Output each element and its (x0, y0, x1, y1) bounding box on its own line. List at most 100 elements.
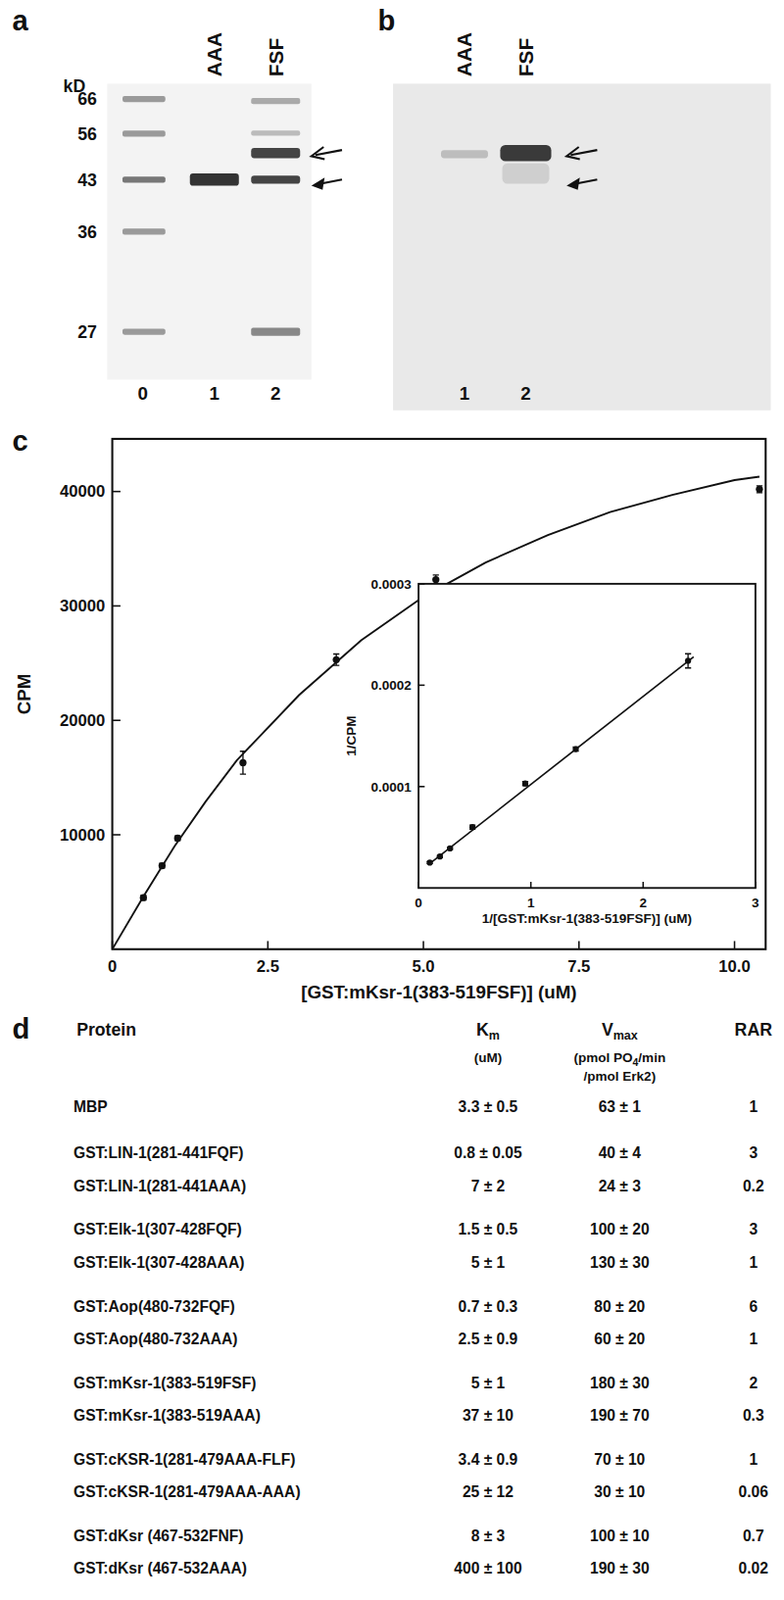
y-tick-label: 0.0002 (370, 678, 411, 693)
fit-line (430, 656, 694, 864)
unit-text: /pmol Erk2) (583, 1069, 656, 1084)
table-cell: 0.7 ± 0.3 (458, 1298, 519, 1316)
y-tick-label: 10000 (59, 826, 105, 845)
data-point (239, 759, 246, 767)
arrow (566, 177, 597, 191)
table-cell: 1.5 ± 0.5 (458, 1221, 519, 1238)
table-cell: 8 ± 3 (471, 1527, 506, 1545)
x-tick-label: 2 (639, 895, 648, 911)
table-cell: 0.7 (742, 1527, 765, 1545)
row-name: GST:mKsr-1(383-519FSF) (73, 1374, 257, 1392)
x-tick-label: 1 (527, 895, 536, 911)
table-cell: 190 ± 30 (589, 1560, 650, 1577)
table-cell: 0.06 (738, 1483, 770, 1501)
row-name: GST:Aop(480-732FQF) (73, 1298, 236, 1316)
table-cell: 6 (748, 1298, 758, 1316)
header-text: V (601, 1020, 614, 1040)
panel-letter: d (12, 1013, 31, 1045)
panel-letter: b (377, 4, 395, 37)
marker-band (122, 228, 166, 235)
arrow (311, 147, 343, 160)
y-tick-label: 20000 (59, 711, 105, 731)
arrow (566, 147, 597, 160)
table-cell: 37 ± 10 (462, 1407, 514, 1424)
marker-label: 56 (77, 124, 98, 145)
marker-band (122, 96, 166, 102)
marker-band (122, 130, 166, 137)
x-tick (734, 940, 736, 949)
blot-panel-b: bAAAFSF12 (377, 4, 771, 411)
background (0, 0, 784, 1600)
panel-letter: c (12, 425, 29, 457)
row-name: MBP (73, 1098, 108, 1116)
row-name: GST:Elk-1(307-428FQF) (73, 1221, 243, 1238)
arrow (311, 177, 343, 191)
x-tick (530, 882, 533, 888)
x-axis-label: 1/[GST:mKsr-1(383-519FSF)] (uM) (482, 911, 692, 927)
x-tick-label: 10.0 (718, 957, 750, 977)
header-text: K (476, 1020, 490, 1040)
lane-label: FSF (264, 38, 288, 77)
row-name: GST:LIN-1(281-441FQF) (73, 1144, 244, 1162)
arrow-head (311, 177, 326, 191)
marker-label: 27 (77, 322, 98, 343)
gel-panel-a: akD6656433627AAAFSF012 (12, 4, 343, 404)
x-tick (754, 882, 757, 888)
table-cell: 80 ± 20 (593, 1298, 645, 1316)
y-tick-label: 0.0003 (370, 577, 412, 592)
row-name: GST:cKSR-1(281-479AAA-AAA) (73, 1483, 301, 1501)
lane-number: 1 (209, 383, 220, 404)
unit-text: (pmol PO (573, 1050, 633, 1066)
arrow-head (566, 147, 581, 160)
table-cell: 1 (748, 1330, 758, 1348)
band (250, 130, 300, 136)
table-cell: 30 ± 10 (593, 1483, 645, 1501)
row-name: GST:LIN-1(281-441AAA) (73, 1177, 246, 1195)
unit-line: (uM) (474, 1050, 503, 1066)
y-tick-label: 40000 (59, 482, 105, 501)
header-text: Protein (76, 1020, 137, 1040)
x-tick (417, 882, 420, 888)
column-header: Vmax (601, 1020, 638, 1043)
y-axis-label: CPM (13, 674, 35, 716)
unit-text: /min (637, 1050, 666, 1066)
row-name: GST:Elk-1(307-428AAA) (73, 1254, 245, 1272)
x-tick-label: 0 (107, 957, 117, 977)
table-cell: 63 ± 1 (598, 1098, 642, 1116)
table-cell: 24 ± 3 (598, 1177, 642, 1195)
lane-number: 0 (138, 383, 148, 404)
x-tick-label: 2.5 (256, 957, 280, 977)
marker-label: 66 (77, 89, 98, 109)
marker-label: 36 (77, 222, 98, 243)
column-header: Km (476, 1020, 500, 1043)
data-point (755, 486, 763, 493)
plot-frame (112, 439, 767, 950)
table-cell: 70 ± 10 (593, 1451, 645, 1469)
table-cell: 0.3 (742, 1407, 765, 1424)
y-tick-label: 30000 (59, 596, 105, 616)
table-cell: 7 ± 2 (471, 1177, 506, 1195)
band-smear (502, 163, 550, 185)
x-tick (422, 940, 425, 949)
band (250, 327, 300, 336)
marker-band (122, 176, 166, 183)
lane-number: 2 (520, 383, 531, 404)
unit-line: (pmol PO4/min (573, 1050, 666, 1068)
blot-image (392, 83, 771, 410)
main-chart: c02.55.07.510.010000200003000040000[GST:… (12, 425, 767, 1002)
table-cell: 25 ± 12 (462, 1483, 514, 1501)
table-cell: 180 ± 30 (589, 1374, 650, 1392)
table-cell: 3.3 ± 0.5 (458, 1098, 519, 1116)
column-header: RAR (735, 1020, 774, 1040)
x-tick (578, 940, 581, 949)
table-cell: 5 ± 1 (471, 1254, 506, 1272)
band (499, 145, 551, 162)
marker-band (122, 328, 166, 335)
x-tick-label: 5.0 (411, 957, 435, 977)
table-cell: 190 ± 70 (589, 1407, 650, 1424)
plot-frame (418, 584, 756, 888)
unit-line: /pmol Erk2) (583, 1069, 656, 1084)
lane-number: 1 (459, 383, 470, 404)
band (250, 98, 300, 104)
band (250, 147, 300, 158)
